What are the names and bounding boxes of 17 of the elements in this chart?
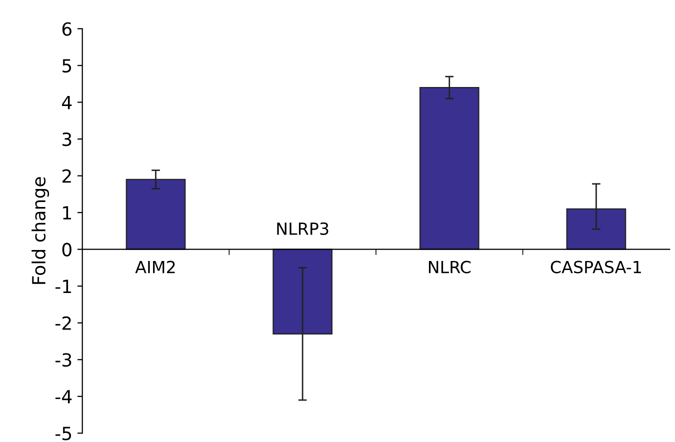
y-tick-label: -5 [56, 426, 72, 440]
y-tick-label: 2 [62, 169, 71, 183]
y-tick-label: -1 [56, 280, 71, 293]
y-tick-label: 1 [63, 206, 71, 220]
y-tick-label: 4 [62, 96, 72, 110]
x-tick-label: NLRC [428, 260, 471, 274]
y-tick-label: -3 [56, 353, 72, 367]
y-tick-label: 5 [62, 59, 72, 73]
y-tick-label: 0 [62, 242, 72, 256]
y-tick-label: 3 [62, 132, 72, 146]
x-tick-label: NLRP3 [277, 222, 328, 235]
y-tick-label: -2 [56, 316, 71, 330]
x-tick-label: AIM2 [135, 260, 175, 274]
x-tick-label: CASPASA-1 [550, 260, 641, 274]
y-tick-label: -4 [56, 390, 72, 404]
y-tick-label: 6 [62, 22, 72, 36]
y-axis-title: Fold change [32, 177, 50, 284]
